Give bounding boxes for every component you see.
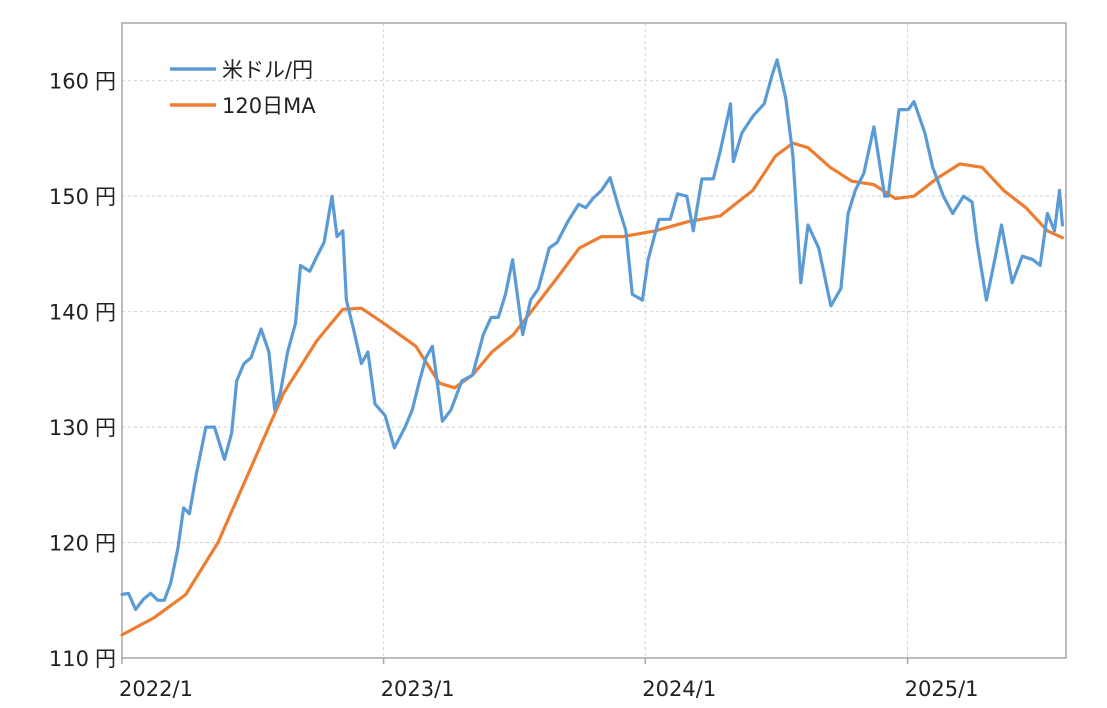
y-tick-unit: 円 [95,532,116,556]
y-tick-label: 130 [49,416,89,440]
y-tick-label: 160 [49,70,89,94]
x-tick-label: 2022/1 [119,677,193,701]
y-tick-unit: 円 [95,416,116,440]
y-tick-label: 110 [49,647,89,671]
y-tick-unit: 円 [95,70,116,94]
y-tick-label: 150 [49,185,89,209]
y-tick-label: 140 [49,301,89,325]
y-tick-unit: 円 [95,647,116,671]
legend: 米ドル/円 120日MA [170,58,316,118]
series-line-ma120 [120,141,1064,637]
x-axis-ticks: 2022/1 2023/1 2024/1 2025/1 [119,658,979,701]
y-tick-unit: 円 [95,185,116,209]
legend-label: 120日MA [222,94,316,118]
x-tick-label: 2024/1 [642,677,716,701]
series-line-usdjpy [120,58,1064,612]
plot-frame [121,22,1067,659]
series-lines [120,58,1064,637]
legend-label: 米ドル/円 [222,58,313,82]
y-tick-unit: 円 [95,301,116,325]
y-tick-label: 120 [49,532,89,556]
x-tick-label: 2025/1 [905,677,979,701]
x-tick-label: 2023/1 [381,677,455,701]
